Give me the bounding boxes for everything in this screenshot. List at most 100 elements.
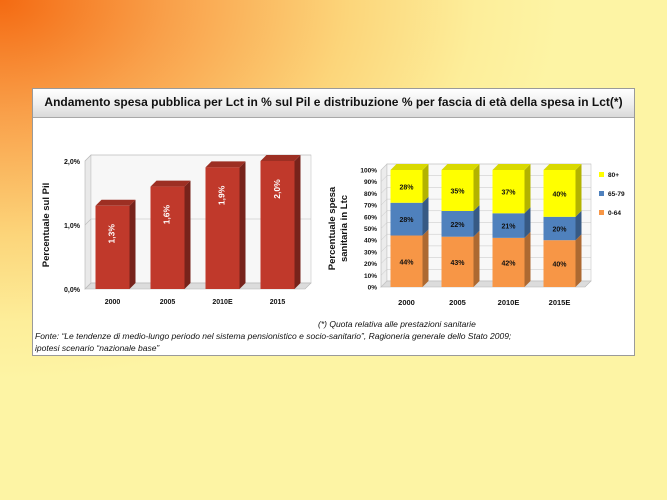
bar-top xyxy=(95,199,136,206)
bar-top xyxy=(260,155,301,161)
legend-swatch xyxy=(599,191,604,196)
y-axis-label-line2: sanitaria in Ltc xyxy=(339,195,350,262)
segment-side xyxy=(524,164,531,214)
segment-value-label: 22% xyxy=(450,222,465,229)
x-tick-label: 2010E xyxy=(212,299,233,306)
bar-segment xyxy=(543,240,576,287)
bar-top xyxy=(492,164,531,170)
gridline-diag xyxy=(380,210,388,217)
gridline-diag xyxy=(84,154,92,162)
y-tick-label: 30% xyxy=(364,249,377,256)
legend-swatch xyxy=(599,210,604,215)
bar-top xyxy=(441,164,480,170)
y-tick-label: 90% xyxy=(364,179,377,186)
segment-value-label: 43% xyxy=(450,260,465,267)
x-tick-label: 2000 xyxy=(398,298,415,307)
segment-value-label: 28% xyxy=(399,184,414,191)
x-tick-label: 2015 xyxy=(270,299,286,306)
y-tick-label: 60% xyxy=(364,214,377,221)
source-line-2: ipotesi scenario “nazionale base” xyxy=(35,342,160,353)
y-tick-label: 100% xyxy=(360,168,377,175)
gridline-diag xyxy=(380,163,388,171)
gridline-diag xyxy=(380,175,388,182)
bar-value-label: 1,9% xyxy=(217,185,227,205)
bar xyxy=(150,186,185,289)
gridline-diag xyxy=(380,257,388,264)
chart-panel: Andamento spesa pubblica per Lct in % su… xyxy=(32,88,635,356)
segment-side xyxy=(422,164,429,203)
x-tick-label: 2005 xyxy=(160,299,176,306)
bar-top xyxy=(205,161,246,168)
gridline-diag xyxy=(380,198,388,206)
bar-segment xyxy=(543,216,576,241)
segment-side xyxy=(422,229,429,287)
gridline-diag xyxy=(380,269,388,276)
left-bar-chart: 0,0% 1,0% 2,0% Percentuale sul Pil 1,3% 2000 1… xyxy=(41,154,312,306)
y-tick-label: 70% xyxy=(364,203,377,210)
gridline-diag xyxy=(380,245,388,253)
bar-segment xyxy=(492,213,525,238)
y-axis-label-line1: Percentuale spesa xyxy=(327,186,338,270)
bar-value-label: 1,6% xyxy=(162,204,172,224)
chart-title: Andamento spesa pubblica per Lct in % su… xyxy=(33,89,634,118)
x-tick-label: 2000 xyxy=(105,299,121,306)
y-tick-label: 80% xyxy=(364,191,377,198)
legend-label: 65-79 xyxy=(608,191,625,198)
segment-value-label: 21% xyxy=(501,224,516,231)
gridline-diag xyxy=(84,282,92,290)
bar-top xyxy=(543,164,582,170)
segment-value-label: 40% xyxy=(552,191,567,198)
gridline-diag xyxy=(380,187,388,194)
bar-top xyxy=(390,164,429,170)
y-tick-label: 40% xyxy=(364,238,377,245)
segment-side xyxy=(575,210,582,241)
y-tick-label: 1,0% xyxy=(64,223,81,230)
bar-value-label: 1,3% xyxy=(107,224,117,244)
y-tick-label: 2,0% xyxy=(64,159,81,166)
bar-segment xyxy=(441,236,474,287)
bar-segment xyxy=(492,170,525,214)
bar-side xyxy=(294,155,301,289)
bar-segment xyxy=(441,170,474,211)
segment-value-label: 20% xyxy=(552,227,567,234)
legend-swatch xyxy=(599,172,604,177)
bar-top xyxy=(150,180,191,187)
bar-segment xyxy=(492,237,525,287)
bar-segment xyxy=(543,170,576,217)
bar xyxy=(95,205,130,289)
y-axis-label: Percentuale sul Pil xyxy=(41,183,52,267)
bar-segment xyxy=(441,210,474,237)
source-line-1: Fonte: “Le tendenze di medio-lungo perio… xyxy=(35,331,512,341)
legend-label: 80+ xyxy=(608,172,619,179)
segment-side xyxy=(575,164,582,217)
gridline-diag xyxy=(380,222,388,229)
segment-value-label: 44% xyxy=(399,259,414,266)
y-tick-label: 20% xyxy=(364,261,377,268)
segment-value-label: 28% xyxy=(399,217,414,224)
segment-side xyxy=(524,231,531,287)
bar-side xyxy=(129,199,136,289)
segment-value-label: 40% xyxy=(552,262,567,269)
y-tick-label: 0,0% xyxy=(64,287,81,294)
bar xyxy=(260,161,295,289)
y-tick-label: 0% xyxy=(368,285,378,292)
bar-side xyxy=(184,180,191,289)
footnote: (*) Quota relativa alle prestazioni sani… xyxy=(318,319,476,329)
gridline-diag xyxy=(84,218,92,226)
y-tick-label: 10% xyxy=(364,273,377,280)
source-note: Fonte: “Le tendenze di medio-lungo perio… xyxy=(35,331,633,354)
y-tick-label: 50% xyxy=(364,226,377,233)
x-tick-label: 2015E xyxy=(549,298,571,307)
x-tick-label: 2005 xyxy=(449,298,466,307)
segment-value-label: 37% xyxy=(501,190,516,197)
gridline-diag xyxy=(380,234,388,241)
x-tick-label: 2010E xyxy=(498,298,520,307)
gridline-diag xyxy=(380,280,388,288)
segment-value-label: 35% xyxy=(450,188,465,195)
bar-segment xyxy=(390,202,423,236)
bar-segment xyxy=(390,235,423,287)
right-stacked-bar-chart: 0% 10% 20% 30% 40% 50% 60% 70% 80% 90% 100% Percent… xyxy=(327,163,625,307)
bar-segment xyxy=(390,170,423,203)
segment-side xyxy=(473,164,480,211)
segment-value-label: 42% xyxy=(501,260,516,267)
